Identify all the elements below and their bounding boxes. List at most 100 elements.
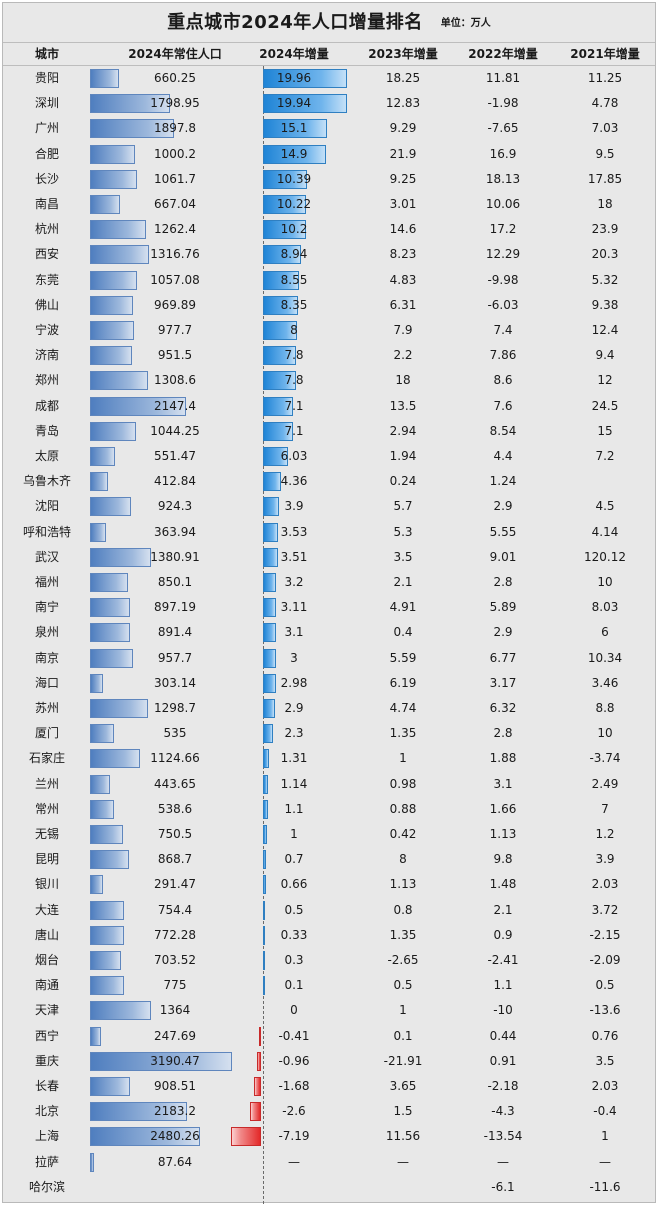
city-name: 兰州 <box>34 776 59 791</box>
population-value: 1124.66 <box>150 751 200 766</box>
increase-2024-value: 3.51 <box>280 549 308 564</box>
population-value: 247.69 <box>154 1028 196 1043</box>
title-bar: 重点城市2024年人口增量排名 单位：万人 <box>3 3 655 41</box>
population-bar <box>90 1102 188 1122</box>
increase-2021-value: 12.4 <box>591 323 619 337</box>
increase-2023-value: 1.35 <box>389 927 417 942</box>
increase-2023-value: 1.35 <box>389 726 417 741</box>
population-bar <box>90 497 132 517</box>
increase-2021-value: 7.2 <box>595 449 615 463</box>
increase-2022-value: 1.24 <box>489 474 517 489</box>
increase-2021-value: 2.49 <box>591 776 619 791</box>
increase-2023-value: 1.13 <box>389 877 417 892</box>
increase-2023-value: 0.1 <box>393 1028 413 1043</box>
increase-2024-value: 7.1 <box>284 398 304 413</box>
increase-2022-value: 2.8 <box>493 575 513 589</box>
city-name: 昆明 <box>34 852 59 867</box>
increase-2021-value: 4.78 <box>591 96 619 111</box>
city-name: 海口 <box>34 675 59 690</box>
increase-2022-value: 2.1 <box>493 902 513 917</box>
population-value: 977.7 <box>157 323 193 337</box>
increase-bar <box>263 900 266 920</box>
population-value: 750.5 <box>157 827 193 841</box>
city-name: 乌鲁木齐 <box>22 474 71 489</box>
increase-2023-value: 9.29 <box>389 121 417 136</box>
table-row: 南通 775 0.1 0.5 1.1 0.5 <box>3 973 655 998</box>
population-value: 3190.47 <box>150 1053 200 1068</box>
population-value: 754.4 <box>157 902 193 917</box>
increase-2021-value: 1 <box>601 1129 609 1144</box>
increase-2021-value: 10.34 <box>587 650 623 665</box>
population-bar <box>90 396 186 416</box>
increase-2023-value: 21.9 <box>389 146 417 161</box>
increase-2024-value: 8.35 <box>280 297 308 312</box>
increase-2024-value: 19.96 <box>276 71 312 85</box>
table-row: 深圳 1798.95 19.94 12.83 -1.98 4.78 <box>3 91 655 116</box>
city-name: 南昌 <box>34 197 59 211</box>
table-row: 呼和浩特 363.94 3.53 5.3 5.55 4.14 <box>3 520 655 545</box>
increase-2021-value: 20.3 <box>591 247 619 262</box>
increase-2024-value <box>235 1175 353 1200</box>
table-row: 西宁 247.69 -0.41 0.1 0.44 0.76 <box>3 1024 655 1049</box>
increase-bar <box>263 497 280 517</box>
increase-2022-value: -4.3 <box>491 1104 515 1119</box>
increase-bar <box>263 724 273 744</box>
population-bar <box>90 673 104 693</box>
decrease-bar <box>259 1026 261 1046</box>
increase-2023-value: 2.2 <box>393 348 413 363</box>
population-bar <box>90 94 171 114</box>
decrease-bar <box>253 1077 261 1096</box>
city-name: 成都 <box>34 398 59 413</box>
population-value: 1364 <box>159 1003 191 1018</box>
increase-2023-value: 4.91 <box>389 600 417 615</box>
table-row: 昆明 868.7 0.7 8 9.8 3.9 <box>3 847 655 872</box>
increase-bar <box>263 295 299 315</box>
increase-2024-value: 2.98 <box>280 675 308 690</box>
city-name: 宁波 <box>34 323 59 337</box>
increase-2024-value: -0.41 <box>278 1028 310 1043</box>
city-name: 深圳 <box>34 96 59 111</box>
table-row: 常州 538.6 1.1 0.88 1.66 7 <box>3 797 655 822</box>
increase-2022-value: -2.41 <box>487 953 519 967</box>
increase-2021-value: 10 <box>597 726 613 741</box>
table-row: 杭州 1262.4 10.2 14.6 17.2 23.9 <box>3 217 655 242</box>
increase-bar <box>263 850 266 870</box>
increase-2022-value: 1.1 <box>493 978 513 993</box>
increase-2023-value: 0.5 <box>393 978 413 993</box>
increase-2024-value: 19.94 <box>276 96 312 111</box>
increase-2023-value: 3.01 <box>389 197 417 211</box>
increase-2021-value: 9.5 <box>595 146 615 161</box>
table-row: 长沙 1061.7 10.39 9.25 18.13 17.85 <box>3 167 655 192</box>
table-row: 广州 1897.8 15.1 9.29 -7.65 7.03 <box>3 116 655 141</box>
population-value: 850.1 <box>157 575 193 589</box>
increase-2022-value: 9.8 <box>493 852 513 867</box>
city-name: 常州 <box>34 801 59 816</box>
increase-2022-value: 7.4 <box>493 323 513 337</box>
increase-2021-value: 7 <box>601 801 609 816</box>
city-name: 厦门 <box>34 726 59 741</box>
increase-2024-value: 10.2 <box>280 222 308 237</box>
header-row: 城市 2024年常住人口 2024年增量 2023年增量 2022年增量 202… <box>3 42 655 66</box>
table-row: 太原 551.47 6.03 1.94 4.4 7.2 <box>3 444 655 469</box>
table-row: 天津 1364 0 1 -10 -13.6 <box>3 998 655 1023</box>
population-value: 1044.25 <box>150 423 200 438</box>
population-value: 291.47 <box>154 877 196 892</box>
increase-bar <box>263 925 265 945</box>
table-row: 宁波 977.7 8 7.9 7.4 12.4 <box>3 318 655 343</box>
population-bar <box>90 825 124 844</box>
table-row: 泉州 891.4 3.1 0.4 2.9 6 <box>3 620 655 645</box>
increase-2024-value: 3.53 <box>280 524 308 539</box>
population-bar <box>90 1077 131 1096</box>
city-name: 大连 <box>34 902 59 917</box>
city-name: 太原 <box>34 449 59 463</box>
population-bar <box>90 220 147 240</box>
increase-bar <box>263 220 306 240</box>
increase-2023-value: 0.8 <box>393 902 413 917</box>
table-row: 长春 908.51 -1.68 3.65 -2.18 2.03 <box>3 1074 655 1099</box>
increase-2022-value: 17.2 <box>489 222 517 237</box>
population-value: 551.47 <box>154 449 196 463</box>
increase-2023-value: 3.65 <box>389 1079 417 1093</box>
increase-2024-value: 0.33 <box>280 927 308 942</box>
increase-2022-value: 8.6 <box>493 373 513 388</box>
population-bar <box>90 245 149 265</box>
